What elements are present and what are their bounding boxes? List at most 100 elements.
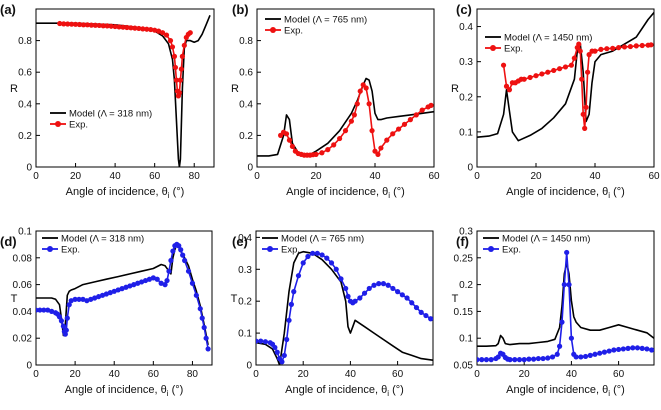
exp-data-point xyxy=(64,315,70,321)
panel-5: (f) 0 20 40 60 0.05 0.1 0.15 0.2 0.25 0.3 Angle of … xyxy=(452,227,655,398)
exp-data-point xyxy=(92,295,98,301)
exp-data-point xyxy=(357,295,363,301)
exp-data-point xyxy=(621,44,628,50)
legend-entry: Model (Λ = 765 nm) xyxy=(281,234,364,245)
y-tick-label: 0.1 xyxy=(18,227,32,238)
exp-data-point xyxy=(199,315,205,321)
exp-data-point xyxy=(648,42,654,48)
x-tick-label: 60 xyxy=(392,369,404,380)
exp-data-point xyxy=(185,268,192,274)
exp-data-point xyxy=(428,102,434,108)
exp-data-point xyxy=(573,354,579,360)
exp-data-point xyxy=(171,53,178,60)
x-axis-label: Angle of incidence, θi (°) xyxy=(506,384,625,398)
exp-data-point xyxy=(103,291,109,297)
exp-data-point xyxy=(620,346,626,352)
exp-data-point xyxy=(60,323,66,329)
exp-data-point xyxy=(483,357,490,363)
y-tick-label: 0.02 xyxy=(13,334,33,345)
exp-data-point xyxy=(413,112,419,118)
x-axis-label: Angle of incidence, θi (°) xyxy=(65,384,184,398)
panel-label: (e) xyxy=(232,234,248,249)
y-tick-label: 0.4 xyxy=(239,99,253,110)
exp-data-point xyxy=(380,281,387,287)
exp-data-point xyxy=(566,282,572,288)
exp-data-point xyxy=(66,302,72,308)
y-tick-label: 0.8 xyxy=(18,36,32,47)
exp-data-point xyxy=(477,357,480,363)
exp-data-point xyxy=(96,22,102,29)
exp-data-point xyxy=(348,118,354,124)
exp-data-point xyxy=(170,248,176,254)
exp-data-point xyxy=(540,355,546,362)
x-tick-label: 0 xyxy=(254,171,260,182)
panel-label: (a) xyxy=(0,2,16,17)
model-line xyxy=(257,77,434,157)
y-tick-label: 0.15 xyxy=(454,307,474,318)
exp-data-point xyxy=(80,22,87,28)
legend-marker xyxy=(47,246,53,252)
plot-area xyxy=(36,14,211,167)
exp-data-point xyxy=(551,67,557,74)
y-tick-label: 0 xyxy=(246,361,252,372)
exp-data-point xyxy=(284,336,290,343)
exp-data-point xyxy=(84,22,91,28)
exp-data-point xyxy=(179,53,185,60)
y-tick-label: 0.2 xyxy=(18,131,32,142)
exp-data-point xyxy=(173,77,180,83)
exp-data-point xyxy=(419,107,425,113)
exp-data-point xyxy=(319,252,325,258)
exp-data-point xyxy=(258,338,264,344)
plot-area xyxy=(477,11,654,142)
exp-data-point xyxy=(604,46,610,52)
exp-data-point xyxy=(385,282,391,288)
exp-data-point xyxy=(363,85,369,91)
exp-data-point xyxy=(375,151,381,157)
legend-entry: Exp. xyxy=(504,44,523,55)
x-tick-label: 80 xyxy=(189,171,201,182)
exp-data-point xyxy=(172,64,179,71)
exp-data-point xyxy=(578,354,584,360)
x-tick-label: 20 xyxy=(298,369,310,380)
exp-data-point xyxy=(639,42,645,49)
y-axis-label: T xyxy=(231,293,238,305)
y-tick-label: 0.1 xyxy=(459,334,473,345)
exp-data-point xyxy=(585,69,591,75)
exp-data-point xyxy=(413,304,420,311)
exp-data-point xyxy=(84,298,90,304)
legend: Model (Λ = 765 nm)Exp. xyxy=(265,15,367,37)
y-tick-label: 0.2 xyxy=(239,131,253,142)
exp-data-point xyxy=(601,349,608,355)
exp-data-point xyxy=(288,301,294,307)
exp-data-point xyxy=(119,286,125,292)
legend-marker xyxy=(55,121,61,127)
exp-data-point xyxy=(633,43,639,49)
exp-data-point xyxy=(116,24,122,30)
exp-data-point xyxy=(503,83,510,89)
exp-data-point xyxy=(634,345,641,351)
exp-data-point xyxy=(313,151,319,157)
x-tick-label: 0 xyxy=(33,171,39,182)
exp-data-point xyxy=(189,280,196,286)
exp-data-point xyxy=(272,344,278,351)
exp-data-point xyxy=(135,280,141,286)
exp-data-point xyxy=(328,260,335,266)
exp-data-point xyxy=(562,64,569,70)
panel-2: (c) 0 20 40 60 0 0.1 0.2 0.3 0.4 Angle of incidenc… xyxy=(451,2,660,200)
x-tick-label: 60 xyxy=(648,171,660,182)
exp-data-point xyxy=(535,355,541,362)
y-tick-label: 0.3 xyxy=(459,57,473,68)
exp-data-point xyxy=(37,307,43,313)
exp-data-point xyxy=(506,87,513,93)
exp-data-point xyxy=(154,276,160,282)
exp-data-point xyxy=(281,352,287,359)
legend-entry: Exp. xyxy=(502,245,521,256)
exp-data-point xyxy=(169,44,176,50)
exp-data-point xyxy=(384,137,390,143)
legend-entry: Exp. xyxy=(284,26,303,37)
y-tick-label: 0.2 xyxy=(459,92,473,103)
exp-data-point xyxy=(159,30,166,36)
exp-data-point xyxy=(331,142,337,148)
y-tick-label: 0 xyxy=(467,163,473,174)
plot-frame xyxy=(35,8,215,168)
